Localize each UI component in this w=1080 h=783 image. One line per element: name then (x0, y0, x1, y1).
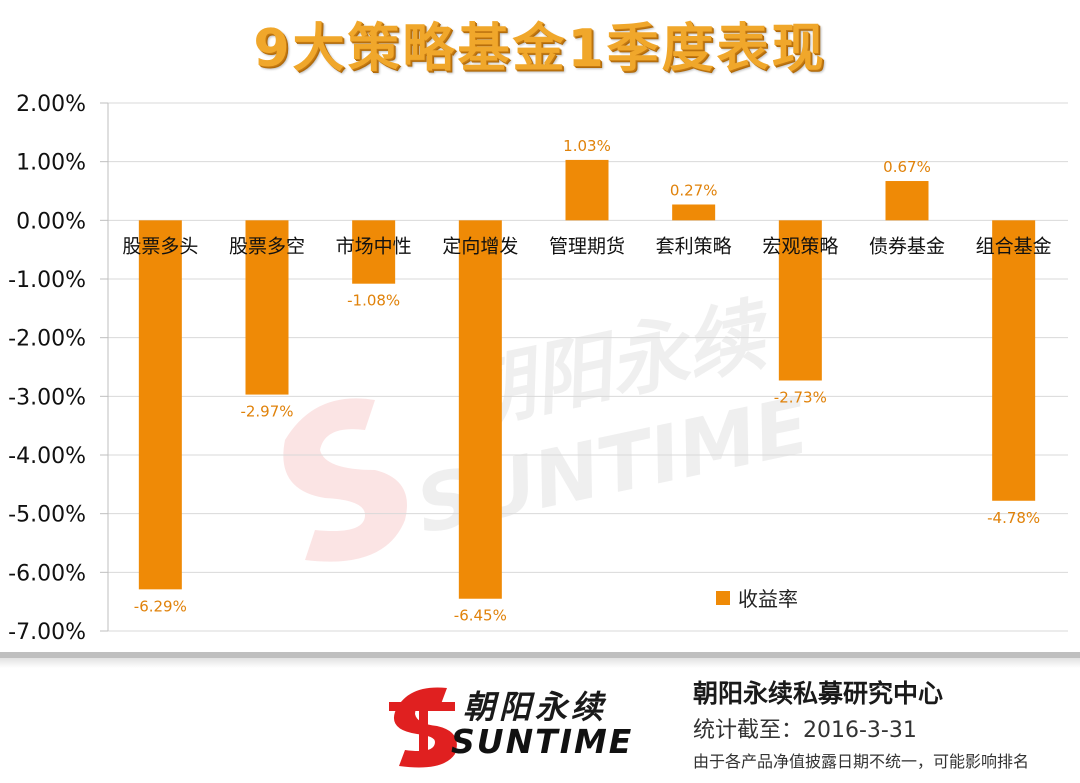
y-tick-label: -6.00% (8, 561, 86, 586)
logo-en-text: SUNTIME (451, 722, 634, 761)
bar (245, 220, 289, 395)
footer-divider-shadow (0, 658, 1080, 668)
y-tick-label: 0.00% (16, 209, 86, 234)
data-label: -4.78% (987, 509, 1040, 527)
bar (992, 220, 1036, 501)
data-label: -6.45% (454, 607, 507, 625)
bar (885, 181, 929, 221)
data-labels: -6.29% -2.97% -1.08% -6.45% 1.03% 0.27% -2.73%… (134, 137, 1040, 625)
chart-title: 9大策略基金1季度表现 (253, 19, 827, 79)
bar-chart: 2.00% 1.00% 0.00% -1.00% -2.00% -3.00% -4.00% -… (8, 92, 1068, 645)
category-label: 股票多头 (122, 235, 198, 257)
y-tick-label: -5.00% (8, 503, 86, 528)
category-label: 股票多空 (229, 235, 305, 257)
org-name: 朝阳永续私募研究中心 (693, 679, 944, 708)
category-label: 管理期货 (549, 235, 625, 257)
data-label: 0.27% (670, 181, 718, 199)
category-labels: 股票多头 股票多空 市场中性 定向增发 管理期货 套利策略 宏观策略 债券基金 组合基金 (122, 235, 1051, 257)
suntime-logo-icon (389, 687, 457, 768)
category-label: 市场中性 (336, 235, 412, 257)
y-tick-label: -7.00% (8, 620, 86, 645)
category-label: 宏观策略 (762, 235, 838, 257)
y-tick-label: 2.00% (16, 92, 86, 117)
suntime-logo: 朝阳永续 SUNTIME (385, 672, 655, 772)
footer-divider (0, 652, 1080, 658)
logo-cn-text: 朝阳永续 (463, 688, 608, 726)
y-tick-label: -2.00% (8, 327, 86, 352)
category-label: 债券基金 (869, 235, 945, 257)
bar (565, 159, 609, 221)
ranking-note: 由于各产品净值披露日期不统一，可能影响排名 (693, 752, 1030, 771)
bar (138, 220, 182, 590)
data-label: 1.03% (563, 137, 611, 155)
y-axis-ticks: 2.00% 1.00% 0.00% -1.00% -2.00% -3.00% -4.00% -… (8, 92, 86, 645)
y-tick-label: 1.00% (16, 151, 86, 176)
data-label: -2.97% (240, 403, 293, 421)
bars (138, 159, 1036, 599)
bar (458, 220, 502, 599)
legend-label: 收益率 (738, 587, 798, 611)
category-label: 定向增发 (442, 235, 518, 257)
stats-date: 统计截至：2016-3-31 (693, 718, 917, 743)
legend: 收益率 (716, 587, 798, 611)
bar (352, 220, 396, 284)
data-label: 0.67% (883, 158, 931, 176)
bar (778, 220, 822, 381)
y-tick-label: -4.00% (8, 444, 86, 469)
data-label: -6.29% (134, 597, 187, 615)
data-label: -1.08% (347, 292, 400, 310)
data-label: -2.73% (774, 388, 827, 406)
y-tick-label: -3.00% (8, 385, 86, 410)
legend-swatch (716, 591, 730, 605)
category-label: 组合基金 (976, 235, 1052, 257)
category-label: 套利策略 (656, 235, 732, 257)
y-tick-label: -1.00% (8, 268, 86, 293)
bar (672, 204, 716, 221)
